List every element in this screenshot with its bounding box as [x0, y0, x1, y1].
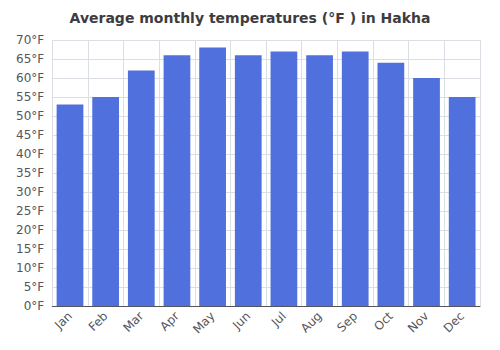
svg-text:Nov: Nov	[405, 309, 431, 335]
svg-text:55°F: 55°F	[16, 90, 44, 104]
svg-text:35°F: 35°F	[16, 166, 44, 180]
svg-text:Feb: Feb	[86, 309, 111, 334]
svg-text:Jan: Jan	[51, 309, 75, 333]
svg-text:40°F: 40°F	[16, 147, 44, 161]
svg-text:10°F: 10°F	[16, 261, 44, 275]
svg-text:30°F: 30°F	[16, 185, 44, 199]
svg-text:Mar: Mar	[120, 309, 146, 335]
svg-text:45°F: 45°F	[16, 128, 44, 142]
svg-text:50°F: 50°F	[16, 109, 44, 123]
svg-text:Average monthly temperatures (: Average monthly temperatures (°F ) in Ha…	[70, 10, 431, 26]
svg-text:Sep: Sep	[334, 309, 360, 335]
svg-text:20°F: 20°F	[16, 223, 44, 237]
svg-text:5°F: 5°F	[24, 280, 45, 294]
svg-text:Dec: Dec	[441, 309, 467, 335]
svg-text:Apr: Apr	[157, 309, 182, 334]
svg-text:Aug: Aug	[298, 309, 324, 335]
svg-text:Jun: Jun	[229, 309, 253, 333]
svg-text:65°F: 65°F	[16, 52, 44, 66]
svg-text:May: May	[190, 309, 217, 336]
svg-text:Oct: Oct	[371, 309, 396, 334]
svg-text:0°F: 0°F	[24, 299, 45, 313]
svg-text:Jul: Jul	[268, 309, 289, 330]
svg-text:25°F: 25°F	[16, 204, 44, 218]
svg-text:60°F: 60°F	[16, 71, 44, 85]
svg-text:15°F: 15°F	[16, 242, 44, 256]
svg-text:70°F: 70°F	[16, 33, 44, 47]
